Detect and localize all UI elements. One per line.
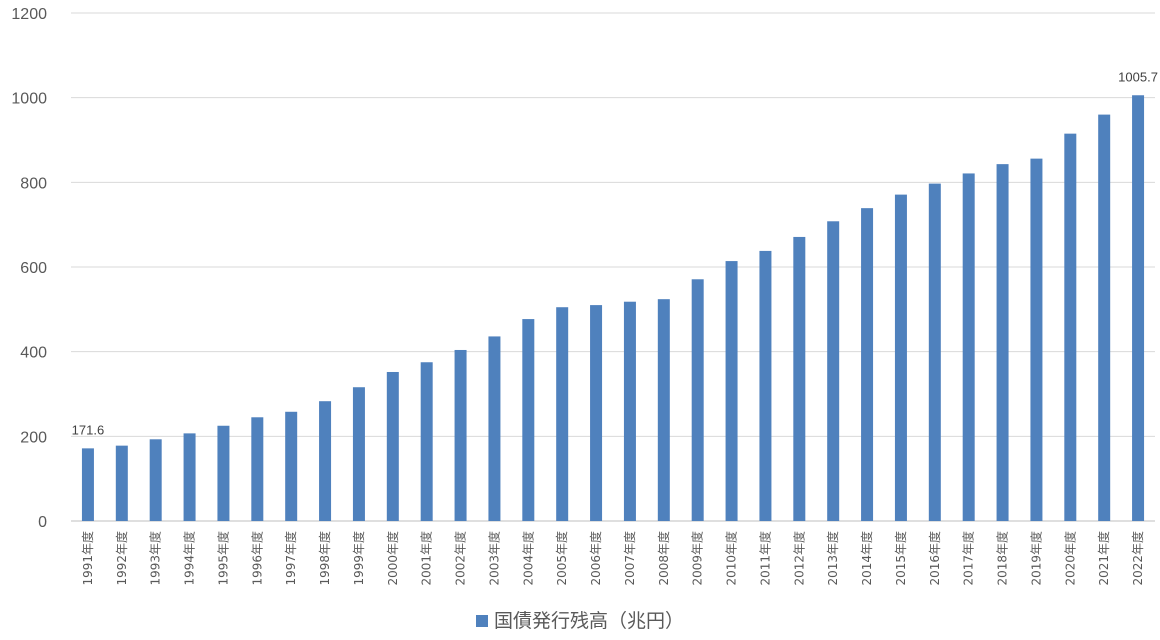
y-tick-label: 200 (20, 429, 47, 446)
x-category-label: 2018年度 (995, 531, 1010, 586)
x-category-label: 1998年度 (317, 531, 332, 586)
bar (996, 164, 1009, 521)
bar (386, 371, 399, 521)
bar (319, 401, 332, 521)
gridlines (71, 12, 1155, 522)
legend-label: 国債発行残高（兆円） (493, 610, 684, 632)
x-category-label: 2000年度 (385, 531, 400, 586)
bar (861, 208, 874, 521)
x-category-label: 1999年度 (351, 531, 366, 586)
y-tick-label: 1000 (11, 91, 47, 108)
x-category-label: 2017年度 (961, 531, 976, 586)
y-tick-label: 400 (20, 345, 47, 362)
x-category-label: 2012年度 (791, 531, 806, 586)
bar (420, 362, 433, 521)
bar (623, 301, 636, 521)
bar (691, 279, 704, 521)
x-category-label: 1996年度 (249, 531, 264, 586)
x-category-label: 2005年度 (554, 531, 569, 586)
data-label: 1005.7 (1118, 69, 1158, 84)
y-tick-label: 800 (20, 175, 47, 192)
x-category-label: 1994年度 (182, 531, 197, 586)
bar (962, 173, 975, 521)
bar (725, 261, 738, 521)
bar (759, 250, 772, 521)
bar (217, 425, 230, 521)
y-tick-label: 1200 (11, 6, 47, 23)
x-category-label: 2015年度 (893, 531, 908, 586)
bar (115, 445, 128, 521)
x-category-label: 2003年度 (486, 531, 501, 586)
y-tick-label: 600 (20, 260, 47, 277)
bar (928, 183, 941, 521)
x-category-label: 1992年度 (114, 531, 129, 586)
x-category-label: 1995年度 (215, 531, 230, 586)
data-label: 171.6 (72, 422, 105, 437)
bar (183, 433, 196, 521)
bar (285, 411, 298, 521)
x-category-label: 2016年度 (927, 531, 942, 586)
bar (590, 305, 603, 521)
x-category-label: 1991年度 (80, 531, 95, 586)
bar (522, 319, 535, 521)
bar (894, 194, 907, 522)
x-category-label: 2007年度 (622, 531, 637, 586)
x-category-label: 2019年度 (1028, 531, 1043, 586)
bar (1064, 133, 1077, 521)
bar (149, 439, 162, 521)
x-category-label: 2002年度 (453, 531, 468, 586)
y-tick-label: 0 (38, 514, 47, 531)
x-category-label: 1993年度 (148, 531, 163, 586)
x-category-label: 2022年度 (1130, 531, 1145, 586)
x-axis-categories: 1991年度 1992年度 1993年度 1994年度 1995年度 1996年度 1997… (80, 531, 1145, 586)
legend: 国債発行残高（兆円） (0, 606, 1160, 633)
bar (1030, 158, 1043, 522)
bar (793, 236, 806, 521)
data-labels: 171.6 1005.7 (72, 69, 1158, 437)
y-axis-ticks: 0 200 400 600 800 1000 1200 (11, 6, 47, 531)
x-category-label: 1997年度 (283, 531, 298, 586)
x-category-label: 2011年度 (757, 531, 772, 586)
bar (488, 336, 501, 521)
x-category-label: 2009年度 (690, 531, 705, 586)
x-category-label: 2006年度 (588, 531, 603, 586)
x-category-label: 2010年度 (724, 531, 739, 586)
bar-series (81, 95, 1145, 522)
bar (827, 221, 840, 521)
bar-chart: 0 200 400 600 800 1000 1200 171.6 1005.7 1991年度… (11, 6, 1158, 586)
legend-swatch (475, 615, 488, 627)
bar (657, 299, 670, 521)
bar (454, 349, 467, 521)
bar (556, 307, 569, 521)
x-category-label: 2013年度 (825, 531, 840, 586)
bar (81, 448, 94, 521)
x-category-label: 2014年度 (859, 531, 874, 586)
x-category-label: 2004年度 (520, 531, 535, 586)
x-category-label: 2001年度 (419, 531, 434, 586)
bar (352, 387, 365, 521)
bar (1098, 114, 1111, 521)
bar (251, 417, 264, 521)
x-category-label: 2021年度 (1096, 531, 1111, 586)
x-category-label: 2020年度 (1062, 531, 1077, 586)
bar (1132, 95, 1145, 522)
x-category-label: 2008年度 (656, 531, 671, 586)
